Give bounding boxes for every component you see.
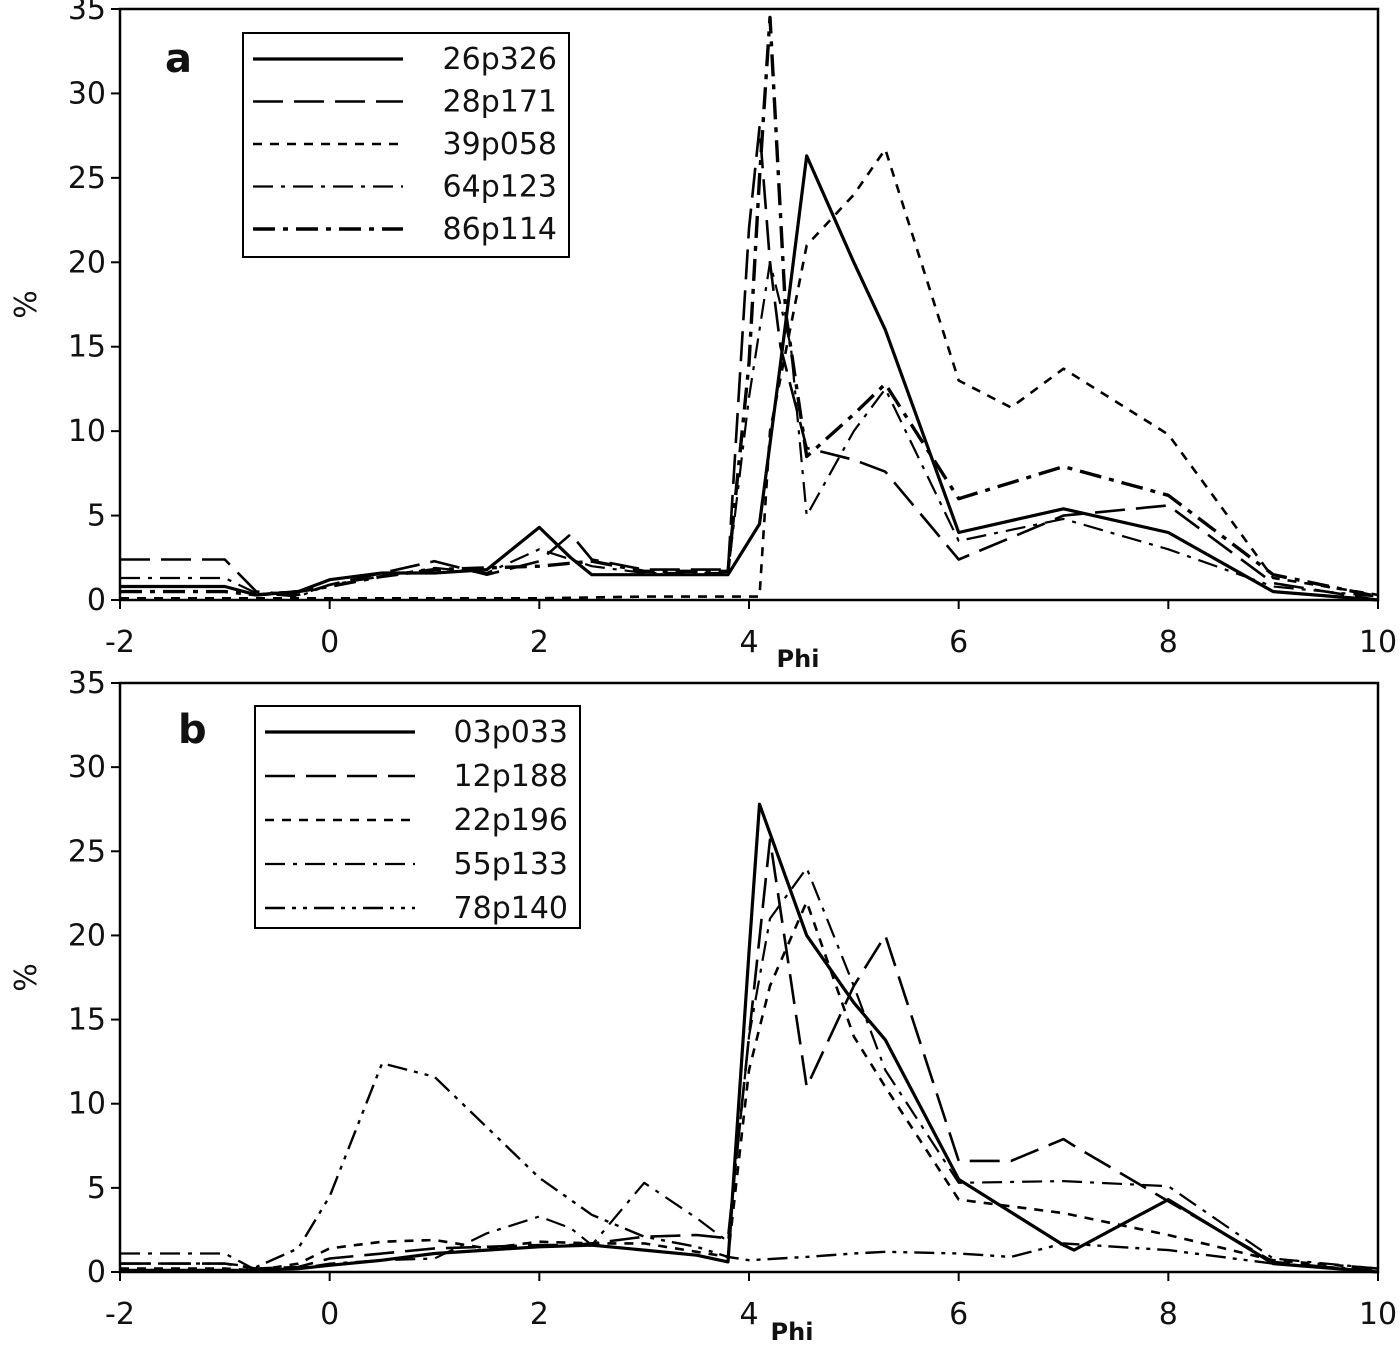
y-axis-title: %	[9, 963, 44, 992]
y-tick-label: 10	[68, 1087, 106, 1122]
panel-label: a	[165, 36, 192, 82]
legend-entry-label: 28p171	[443, 85, 557, 120]
series-line-39p058	[120, 147, 1379, 600]
y-tick-label: 25	[68, 834, 106, 869]
y-tick-label: 30	[68, 76, 106, 111]
y-tick-label: 35	[68, 0, 106, 27]
x-tick-label: 0	[320, 625, 339, 660]
x-tick-label: 2	[530, 1297, 549, 1332]
chart-panel-b: 0 5 10 15 20 25 30 35 -2 0 2 4 6 8 10 Phi% b 03p033 12p188…	[9, 666, 1397, 1346]
x-tick-label: -2	[105, 625, 135, 660]
y-tick-label: 5	[87, 1171, 106, 1206]
y-tick-label: 5	[87, 499, 106, 534]
x-tick-label: -2	[105, 1297, 135, 1332]
x-axis-title: Phi	[777, 645, 820, 673]
chart-panel-a: 0 5 10 15 20 25 30 35 -2 0 2 4 6 8 10 Phi% a 26p326 28p171…	[9, 0, 1397, 673]
series-line-86p114	[120, 15, 1379, 599]
y-tick-label: 15	[68, 330, 106, 365]
x-tick-label: 2	[530, 625, 549, 660]
legend-box	[254, 705, 581, 929]
legend-entry-label: 86p114	[443, 212, 557, 247]
y-tick-label: 20	[68, 245, 106, 280]
legend-entry-label: 64p123	[443, 170, 557, 205]
series-line-64p123	[120, 261, 1379, 598]
legend-entry-label: 22p196	[454, 803, 568, 838]
x-tick-label: 4	[739, 625, 758, 660]
legend-entry-label: 03p033	[454, 715, 568, 750]
x-tick-label: 10	[1359, 1297, 1397, 1332]
series-line-78p140	[120, 1062, 1379, 1272]
x-tick-label: 6	[949, 625, 968, 660]
y-tick-label: 25	[68, 161, 106, 196]
y-tick-label: 10	[68, 414, 106, 449]
series-line-22p196	[120, 900, 1379, 1272]
legend-entry-label: 26p326	[443, 42, 557, 77]
series-line-55p133	[120, 866, 1379, 1272]
x-tick-label: 4	[739, 1297, 758, 1332]
legend-entry-label: 55p133	[454, 847, 568, 882]
series-line-26p326	[120, 154, 1379, 602]
series-line-03p033	[120, 802, 1379, 1274]
series-line-12p188	[120, 838, 1379, 1274]
x-axis-title: Phi	[771, 1318, 814, 1346]
y-tick-label: 35	[68, 666, 106, 701]
y-tick-label: 0	[87, 1255, 106, 1290]
panel-label: b	[178, 707, 207, 753]
y-tick-label: 15	[68, 1003, 106, 1038]
y-tick-label: 0	[87, 583, 106, 618]
x-tick-label: 6	[949, 1297, 968, 1332]
x-tick-label: 8	[1159, 1297, 1178, 1332]
legend-entry-label: 12p188	[454, 759, 568, 794]
series-line-28p171	[120, 125, 1379, 602]
x-tick-label: 8	[1159, 625, 1178, 660]
x-tick-label: 10	[1359, 625, 1397, 660]
x-tick-label: 0	[320, 1297, 339, 1332]
y-axis-title: %	[9, 290, 44, 319]
legend-entry-label: 78p140	[454, 891, 568, 926]
y-tick-label: 20	[68, 918, 106, 953]
y-tick-label: 30	[68, 750, 106, 785]
legend-box	[242, 32, 570, 258]
legend: 03p033 12p188 22p196 55p133 78p140	[254, 705, 581, 929]
legend: 26p326 28p171 39p058 64p123 86p114	[242, 32, 570, 258]
legend-entry-label: 39p058	[443, 127, 557, 162]
